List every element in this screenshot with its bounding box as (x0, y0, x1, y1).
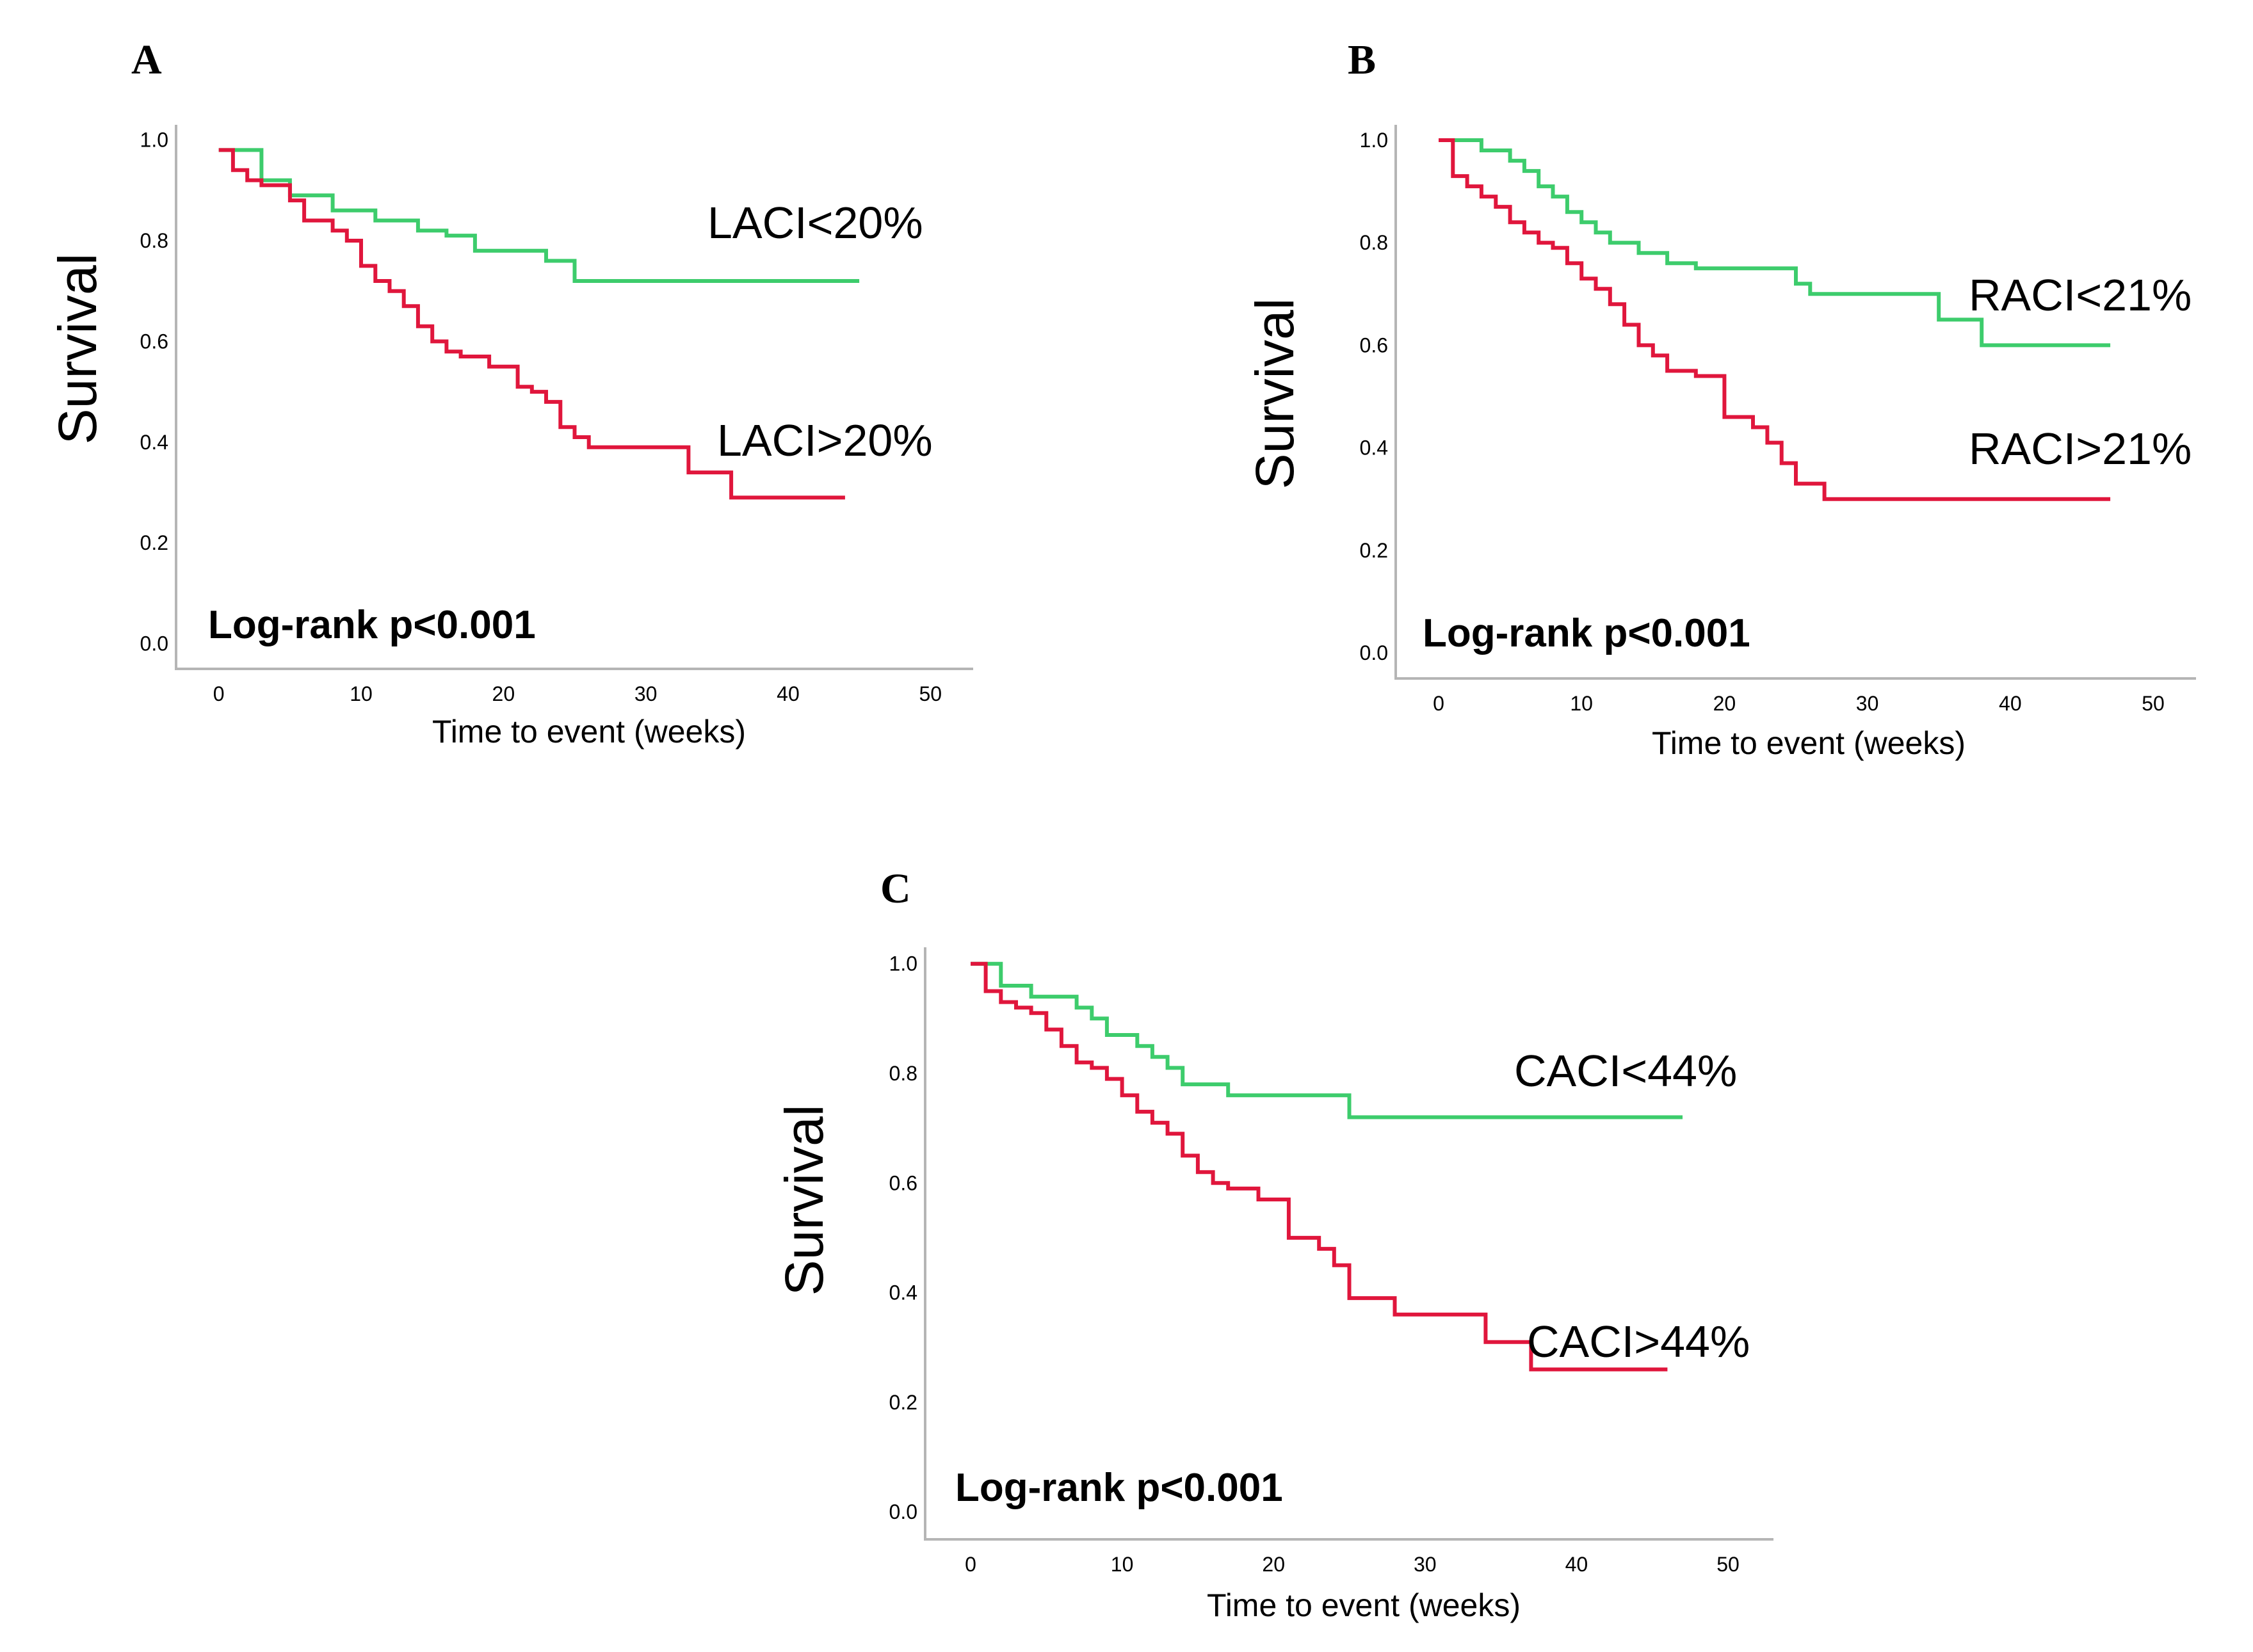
series-label-raci-high: RACI>21% (1969, 424, 2192, 474)
x-tick-label: 50 (919, 682, 942, 705)
y-tick-label: 0.4 (140, 431, 168, 454)
log-rank-annotation: Log-rank p<0.001 (208, 603, 536, 647)
series-label-caci-high: CACI>44% (1527, 1317, 1750, 1367)
y-axis-label: Survival (47, 253, 108, 445)
y-axis-label: Survival (774, 1105, 834, 1296)
y-tick-label: 0.2 (140, 531, 168, 554)
y-tick-label: 0.8 (889, 1062, 917, 1085)
x-tick-label: 30 (634, 682, 658, 705)
x-axis-label: Time to event (weeks) (432, 714, 746, 750)
x-tick-label: 50 (1716, 1553, 1740, 1576)
survival-curve-raci-low (1439, 138, 2111, 348)
x-tick-label: 40 (1565, 1553, 1588, 1576)
y-tick-label: 0.0 (889, 1500, 917, 1523)
series-label-laci-low: LACI<20% (707, 198, 923, 248)
panel-a: A Survival Time to event (weeks) Log-ran… (47, 36, 973, 750)
x-tick-label: 10 (1570, 692, 1593, 715)
y-tick-label: 1.0 (140, 129, 168, 152)
panel-letter: A (131, 36, 162, 83)
survival-curve-caci-low (971, 961, 1683, 1119)
y-tick-label: 0.8 (140, 229, 168, 252)
y-axis-label: Survival (1245, 298, 1305, 490)
x-tick-label: 40 (777, 682, 800, 705)
axis-lines (924, 947, 1773, 1541)
panel-letter: C (880, 865, 911, 912)
panel-letter: B (1348, 36, 1376, 83)
x-tick-label: 50 (2142, 692, 2165, 715)
y-tick-label: 0.0 (1360, 641, 1388, 664)
y-tick-label: 0.4 (1360, 437, 1388, 460)
y-tick-label: 0.2 (889, 1391, 917, 1414)
y-tick-label: 0.6 (140, 330, 168, 353)
x-axis-label: Time to event (weeks) (1652, 725, 1966, 761)
survival-curve-laci-low (218, 148, 860, 283)
x-tick-label: 30 (1856, 692, 1879, 715)
x-tick-label: 10 (350, 682, 373, 705)
y-tick-label: 0.8 (1360, 231, 1388, 254)
y-tick-label: 1.0 (889, 952, 917, 975)
panel-c: C Survival Time to event (weeks) Log-ran… (774, 865, 1773, 1623)
axis-lines (1394, 125, 2196, 680)
y-tick-label: 0.4 (889, 1281, 917, 1304)
x-tick-label: 10 (1111, 1553, 1134, 1576)
tick-labels: 0 10 20 30 40 50 0.0 0.2 0.4 0.6 0.8 1.0 (1360, 129, 2165, 715)
survival-curve-raci-high (1439, 138, 2111, 501)
series-label-caci-low: CACI<44% (1514, 1046, 1737, 1096)
axis-lines (175, 125, 973, 670)
survival-curve-caci-high (971, 961, 1668, 1372)
tick-labels: 0 10 20 30 40 50 0.0 0.2 0.4 0.6 0.8 1.0 (140, 129, 942, 705)
y-tick-label: 0.2 (1360, 539, 1388, 562)
x-tick-label: 20 (1262, 1553, 1285, 1576)
x-tick-label: 40 (1999, 692, 2022, 715)
x-tick-label: 0 (213, 682, 225, 705)
series-label-laci-high: LACI>20% (717, 415, 933, 465)
survival-curve-laci-high (218, 148, 845, 500)
x-tick-label: 0 (1433, 692, 1444, 715)
panel-b: B Survival Time to event (weeks) Log-ran… (1245, 36, 2196, 761)
x-tick-label: 20 (1713, 692, 1736, 715)
y-tick-label: 0.6 (1360, 333, 1388, 357)
log-rank-annotation: Log-rank p<0.001 (1423, 611, 1750, 655)
series-label-raci-low: RACI<21% (1969, 270, 2192, 320)
y-tick-label: 0.0 (140, 632, 168, 655)
x-axis-label: Time to event (weeks) (1207, 1587, 1521, 1623)
y-tick-label: 1.0 (1360, 129, 1388, 152)
x-tick-label: 0 (965, 1553, 976, 1576)
log-rank-annotation: Log-rank p<0.001 (955, 1466, 1283, 1510)
y-tick-label: 0.6 (889, 1171, 917, 1194)
tick-labels: 0 10 20 30 40 50 0.0 0.2 0.4 0.6 0.8 1.0 (889, 952, 1740, 1576)
x-tick-label: 20 (492, 682, 515, 705)
x-tick-label: 30 (1414, 1553, 1437, 1576)
